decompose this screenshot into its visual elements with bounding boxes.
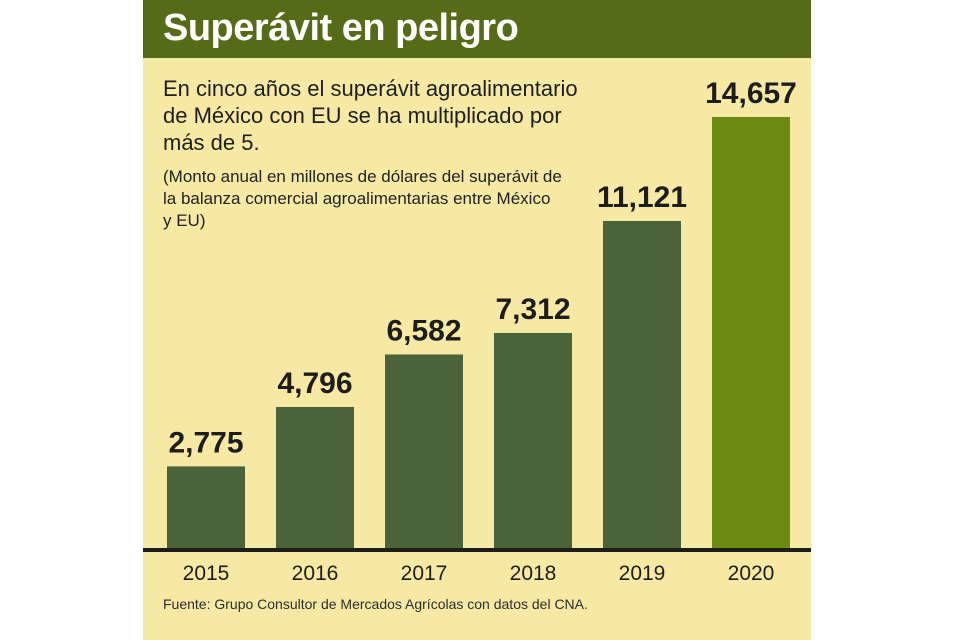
bar-2019: [603, 220, 681, 549]
tick-label-2015: 2015: [183, 562, 230, 585]
bar-2018: [494, 332, 572, 548]
tick-label-2017: 2017: [401, 562, 448, 585]
chart-source: Fuente: Grupo Consultor de Mercados Agrí…: [163, 596, 588, 612]
title-bar: Superávit en peligro: [143, 0, 811, 58]
bar-2016: [276, 406, 354, 548]
bars-group: [167, 117, 790, 549]
tick-label-2018: 2018: [510, 562, 557, 585]
tick-label-2016: 2016: [292, 562, 339, 585]
value-label-2017: 6,582: [386, 314, 461, 347]
bar-2015: [167, 466, 245, 548]
tick-labels-group: 2015 2016 2017 2018 2019 2020: [183, 562, 775, 585]
infographic-panel: Superávit en peligro En cinco años el su…: [143, 0, 811, 640]
value-label-2015: 2,775: [168, 426, 243, 459]
tick-label-2020: 2020: [728, 562, 775, 585]
bar-2020: [712, 117, 790, 548]
chart-title: Superávit en peligro: [163, 7, 519, 49]
tick-label-2019: 2019: [619, 562, 666, 585]
value-labels-group: 2,775 4,796 6,582 7,312 11,121 14,657: [168, 77, 796, 459]
chart-headline: En cinco años el superávit agroalimentar…: [163, 76, 578, 155]
bar-2017: [385, 354, 463, 548]
value-label-2018: 7,312: [495, 293, 570, 326]
value-label-2016: 4,796: [277, 367, 352, 400]
value-label-2019: 11,121: [597, 181, 687, 214]
value-label-2020: 14,657: [705, 77, 797, 110]
chart-note: (Monto anual en millones de dólares del …: [163, 167, 562, 230]
